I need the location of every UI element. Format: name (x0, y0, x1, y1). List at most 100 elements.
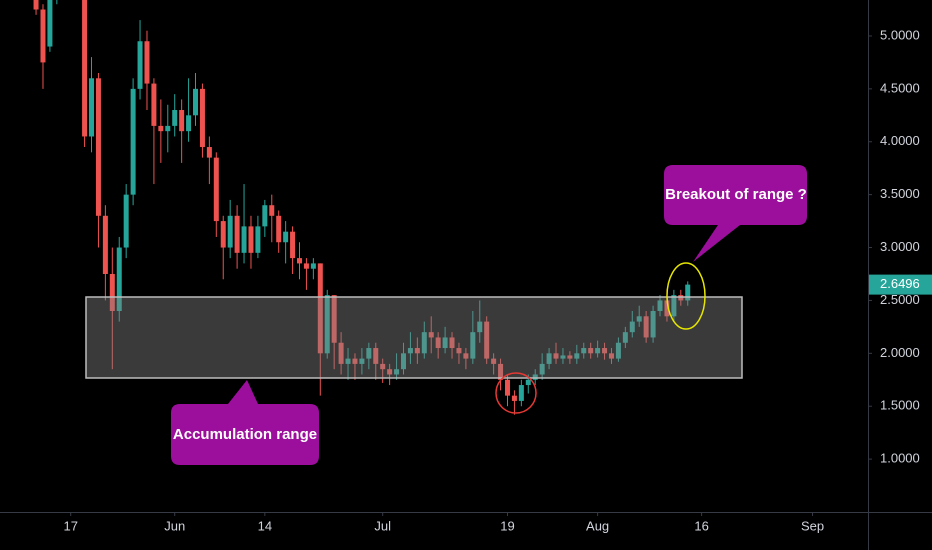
last-price-box (869, 274, 932, 295)
candle-body (151, 83, 157, 126)
candle-body (310, 263, 316, 269)
x-tick-label: 14 (258, 518, 272, 533)
candle-body (581, 348, 587, 354)
candle-body (615, 342, 621, 359)
y-tick-label: 3.0000 (880, 239, 920, 254)
candle-body (220, 221, 226, 248)
candle-body (602, 348, 608, 354)
candle-body (206, 147, 212, 158)
candle-body (373, 348, 379, 364)
candle-body (484, 321, 490, 359)
candle-body (380, 363, 386, 370)
annotation-text: Breakout of range ? (665, 186, 807, 203)
candle-body (234, 215, 240, 253)
candle-body (477, 321, 483, 333)
candle-body (248, 226, 254, 253)
candle-body (82, 0, 88, 137)
candle-body (283, 231, 289, 243)
candle-body (317, 263, 323, 354)
candle-body (179, 110, 185, 132)
candle-body (95, 78, 101, 216)
candle-body (588, 348, 594, 354)
candle-body (664, 300, 670, 317)
candle-body (629, 321, 635, 333)
candle-body (262, 205, 268, 227)
x-tick-label: Sep (801, 518, 824, 533)
y-tick-label: 2.0000 (880, 345, 920, 360)
candle-body (449, 337, 455, 349)
candle-body (297, 258, 303, 264)
candle-body (331, 295, 337, 343)
candle-body (47, 0, 53, 47)
candle-body (546, 353, 552, 364)
candle-body (560, 355, 566, 359)
candle-body (123, 194, 129, 248)
candle-body (172, 110, 178, 126)
candle-body (470, 332, 476, 359)
candle-body (678, 295, 684, 301)
candle-body (338, 342, 344, 364)
candle-body (116, 247, 122, 312)
candle-body (553, 353, 559, 359)
candle-body (359, 358, 365, 364)
y-tick-label: 1.5000 (880, 398, 920, 413)
candle-body (400, 353, 406, 370)
candle-body (414, 348, 420, 354)
candle-body (227, 215, 233, 248)
candle-body (144, 41, 150, 84)
annotation-text: Accumulation range (173, 426, 317, 443)
y-tick-label: 5.0000 (880, 27, 920, 42)
candle-body (574, 353, 580, 359)
candle-body (109, 273, 115, 312)
candle-body (511, 395, 517, 401)
range-box (85, 296, 743, 379)
candle-body (213, 157, 219, 222)
candle-body (241, 226, 247, 253)
x-tick-label: 16 (694, 518, 708, 533)
candle-body (498, 363, 504, 380)
callout-accumulation (171, 380, 319, 465)
candle-body (33, 0, 39, 10)
candle-body (442, 337, 448, 349)
candle-body (532, 374, 538, 380)
candle-body (539, 363, 545, 375)
candle-body (622, 332, 628, 343)
low-circle (495, 372, 537, 414)
candle-body (186, 115, 192, 132)
candle-body (158, 125, 164, 132)
candle-body (650, 311, 656, 338)
candle-body (137, 41, 143, 89)
candle-body (303, 263, 309, 269)
y-tick-label: 3.5000 (880, 186, 920, 201)
y-tick-label: 1.0000 (880, 451, 920, 466)
candle-body (407, 348, 413, 354)
candle-body (193, 88, 199, 116)
candle-body (685, 284, 691, 301)
candle-body (366, 348, 372, 359)
candle-body (387, 369, 393, 375)
last-price-label: 2.6496 (880, 276, 920, 291)
candle-body (518, 385, 524, 401)
candle-body (595, 348, 601, 354)
candle-body (40, 9, 46, 63)
candle-body (504, 379, 510, 396)
candle-body (345, 358, 351, 364)
breakout-ellipse (666, 262, 706, 330)
x-tick-label: Aug (586, 518, 609, 533)
candle-body (525, 379, 531, 386)
candle-body (255, 226, 261, 253)
callout-breakout (664, 165, 807, 262)
candle-body (421, 332, 427, 354)
candle-body (352, 358, 358, 364)
candle-body (643, 316, 649, 338)
candle-body (435, 337, 441, 349)
candle-body (428, 332, 434, 338)
candle-body (130, 88, 136, 195)
candle-body (671, 295, 677, 317)
candle-body (102, 215, 108, 274)
candle-body (636, 316, 642, 322)
candle-body (276, 215, 282, 243)
candle-body (456, 348, 462, 354)
